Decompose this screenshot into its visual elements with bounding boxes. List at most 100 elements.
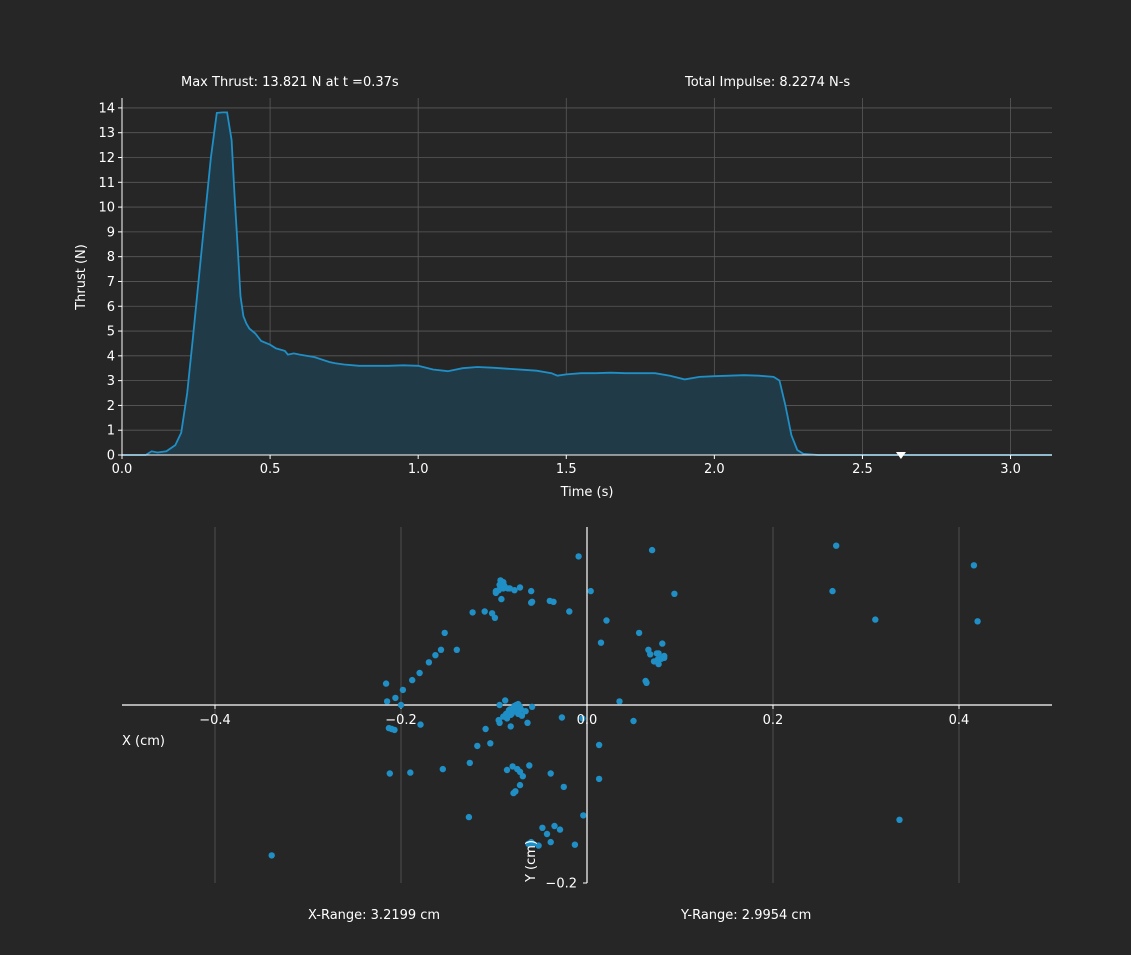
scatter-point <box>571 841 579 848</box>
scatter-point <box>896 816 903 823</box>
scatter-point <box>566 608 573 615</box>
scatter-point <box>516 584 524 591</box>
scatter-point <box>487 740 494 747</box>
scatter-point <box>399 686 407 694</box>
scatter-point <box>493 587 500 595</box>
thrust-y-tick-label: 3 <box>107 374 115 389</box>
scatter-point <box>595 775 603 783</box>
scatter-point <box>500 579 507 586</box>
scatter-point <box>539 824 546 831</box>
thrust-x-tick-label: 2.0 <box>704 462 725 477</box>
thrust-y-tick-label: 13 <box>98 126 115 141</box>
thrust-y-tick-label: 7 <box>107 275 115 290</box>
thrust-x-tick-label: 0.0 <box>112 462 133 477</box>
scatter-x-tick-label: 0.0 <box>577 713 598 728</box>
thrust-y-tick-label: 10 <box>98 201 115 216</box>
x-range-label: X-Range: 3.2199 cm <box>308 908 440 923</box>
end-marker-icon <box>895 452 906 459</box>
scatter-point <box>642 677 649 685</box>
scatter-point <box>671 590 678 597</box>
total-impulse-label: Total Impulse: 8.2274 N-s <box>684 75 850 90</box>
thrust-y-tick-label: 8 <box>107 250 115 265</box>
scatter-x-axis-label: X (cm) <box>122 734 165 749</box>
scatter-point <box>597 639 605 646</box>
scatter-point <box>528 838 535 846</box>
scatter-point <box>496 719 503 726</box>
scatter-point <box>522 708 529 715</box>
scatter-point <box>407 769 414 776</box>
scatter-point <box>469 609 476 616</box>
scatter-point <box>466 759 473 767</box>
scatter-point <box>970 562 978 569</box>
scatter-point <box>391 726 398 734</box>
scatter-y-axis-label: Y (cm) <box>524 840 539 883</box>
scatter-x-tick-label: −0.4 <box>199 713 231 728</box>
scatter-point <box>382 680 390 687</box>
scatter-point <box>528 587 535 595</box>
scatter-point <box>659 640 666 647</box>
scatter-point <box>647 651 654 658</box>
scatter-point <box>453 646 460 653</box>
scatter-point <box>556 826 564 833</box>
scatter-point <box>425 659 433 666</box>
scatter-point <box>974 618 981 625</box>
scatter-point <box>439 765 446 773</box>
end-marker-shape <box>895 452 906 459</box>
scatter-point <box>509 763 516 770</box>
scatter-point <box>465 813 473 821</box>
scatter-point <box>648 546 656 554</box>
scatter-point <box>661 654 668 661</box>
scatter-x-tick-label: 0.4 <box>949 713 970 728</box>
thrust-x-tick-label: 2.5 <box>852 462 873 477</box>
scatter-point <box>503 766 511 774</box>
scatter-point <box>580 812 587 819</box>
scatter-point <box>575 553 582 560</box>
scatter-point <box>386 770 393 777</box>
scatter-point <box>417 721 424 728</box>
scatter-point <box>516 781 524 789</box>
scatter-point <box>498 595 505 603</box>
thrust-y-tick-label: 12 <box>98 151 115 166</box>
scatter-point <box>383 698 391 705</box>
scatter-point <box>392 694 399 702</box>
scatter-point <box>829 587 836 595</box>
scatter-y-tick-label: −0.2 <box>545 877 577 892</box>
scatter-axes <box>122 527 1052 884</box>
scatter-point <box>558 714 566 721</box>
scatter-point <box>550 598 557 605</box>
thrust-x-tick-label: 1.5 <box>556 462 577 477</box>
scatter-point <box>560 783 567 791</box>
scatter-point <box>500 585 507 592</box>
y-range-label: Y-Range: 2.9954 cm <box>680 908 811 923</box>
scatter-point <box>502 697 509 704</box>
scatter-point <box>635 629 643 637</box>
thrust-axes <box>118 98 1052 459</box>
scatter-point <box>409 676 416 684</box>
scatter-point <box>524 719 531 726</box>
thrust-y-tick-label: 2 <box>107 399 115 414</box>
scatter-point <box>432 652 439 659</box>
scatter-point <box>587 587 594 595</box>
scatter-point <box>491 614 499 621</box>
scatter-point <box>397 701 405 709</box>
scatter-point <box>482 725 489 733</box>
thrust-line <box>122 111 1052 456</box>
max-thrust-label: Max Thrust: 13.821 N at t =0.37s <box>181 75 399 90</box>
scatter-points <box>268 542 981 859</box>
thrust-plot: 0.0 0.5 1.0 1.5 2.0 2.5 3.00123456789101112131… <box>74 98 1052 500</box>
scatter-point <box>630 717 637 725</box>
thrust-y-tick-label: 9 <box>107 225 115 240</box>
scatter-point <box>543 830 551 838</box>
scatter-point <box>437 646 445 653</box>
thrust-x-tick-label: 3.0 <box>1000 462 1021 477</box>
scatter-point <box>474 742 481 750</box>
scatter-x-tick-label: −0.2 <box>385 713 417 728</box>
thrust-y-tick-label: 4 <box>107 349 115 364</box>
scatter-point <box>833 542 840 549</box>
thrust-x-axis-label: Time (s) <box>560 485 614 500</box>
scatter-tick-labels: −0.4 −0.2 0.0 0.2 0.4 −0.2 <box>199 713 969 892</box>
scatter-point <box>526 762 533 769</box>
scatter-point <box>547 770 554 777</box>
